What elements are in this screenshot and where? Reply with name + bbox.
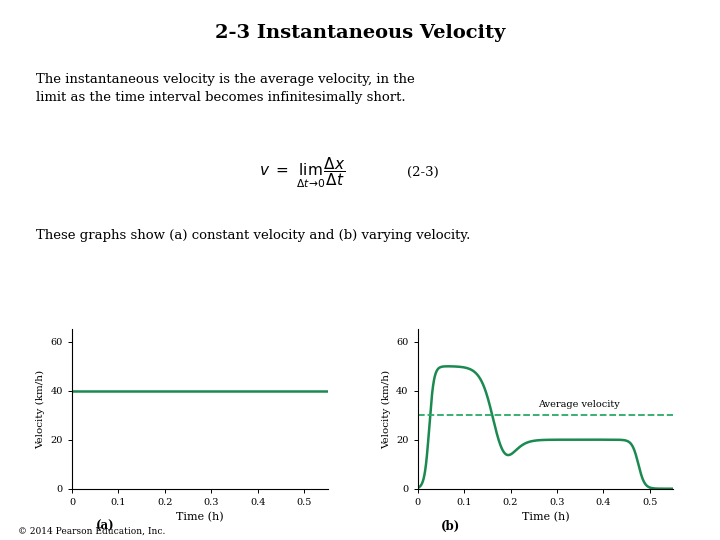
Text: © 2014 Pearson Education, Inc.: © 2014 Pearson Education, Inc. — [18, 526, 166, 536]
Text: $v \ = \ \lim_{\Delta t \to 0} \dfrac{\Delta x}{\Delta t}$: $v \ = \ \lim_{\Delta t \to 0} \dfrac{\D… — [259, 156, 346, 190]
Y-axis label: Velocity (km/h): Velocity (km/h) — [36, 369, 45, 449]
Text: These graphs show (a) constant velocity and (b) varying velocity.: These graphs show (a) constant velocity … — [36, 230, 470, 242]
Text: (a): (a) — [96, 520, 114, 533]
Text: 2-3 Instantaneous Velocity: 2-3 Instantaneous Velocity — [215, 24, 505, 42]
X-axis label: Time (h): Time (h) — [521, 512, 570, 523]
Text: Average velocity: Average velocity — [539, 400, 620, 409]
Text: The instantaneous velocity is the average velocity, in the
limit as the time int: The instantaneous velocity is the averag… — [36, 73, 415, 104]
Y-axis label: Velocity (km/h): Velocity (km/h) — [382, 369, 391, 449]
Text: (2-3): (2-3) — [407, 166, 438, 179]
X-axis label: Time (h): Time (h) — [176, 512, 224, 523]
Text: (b): (b) — [441, 520, 461, 533]
